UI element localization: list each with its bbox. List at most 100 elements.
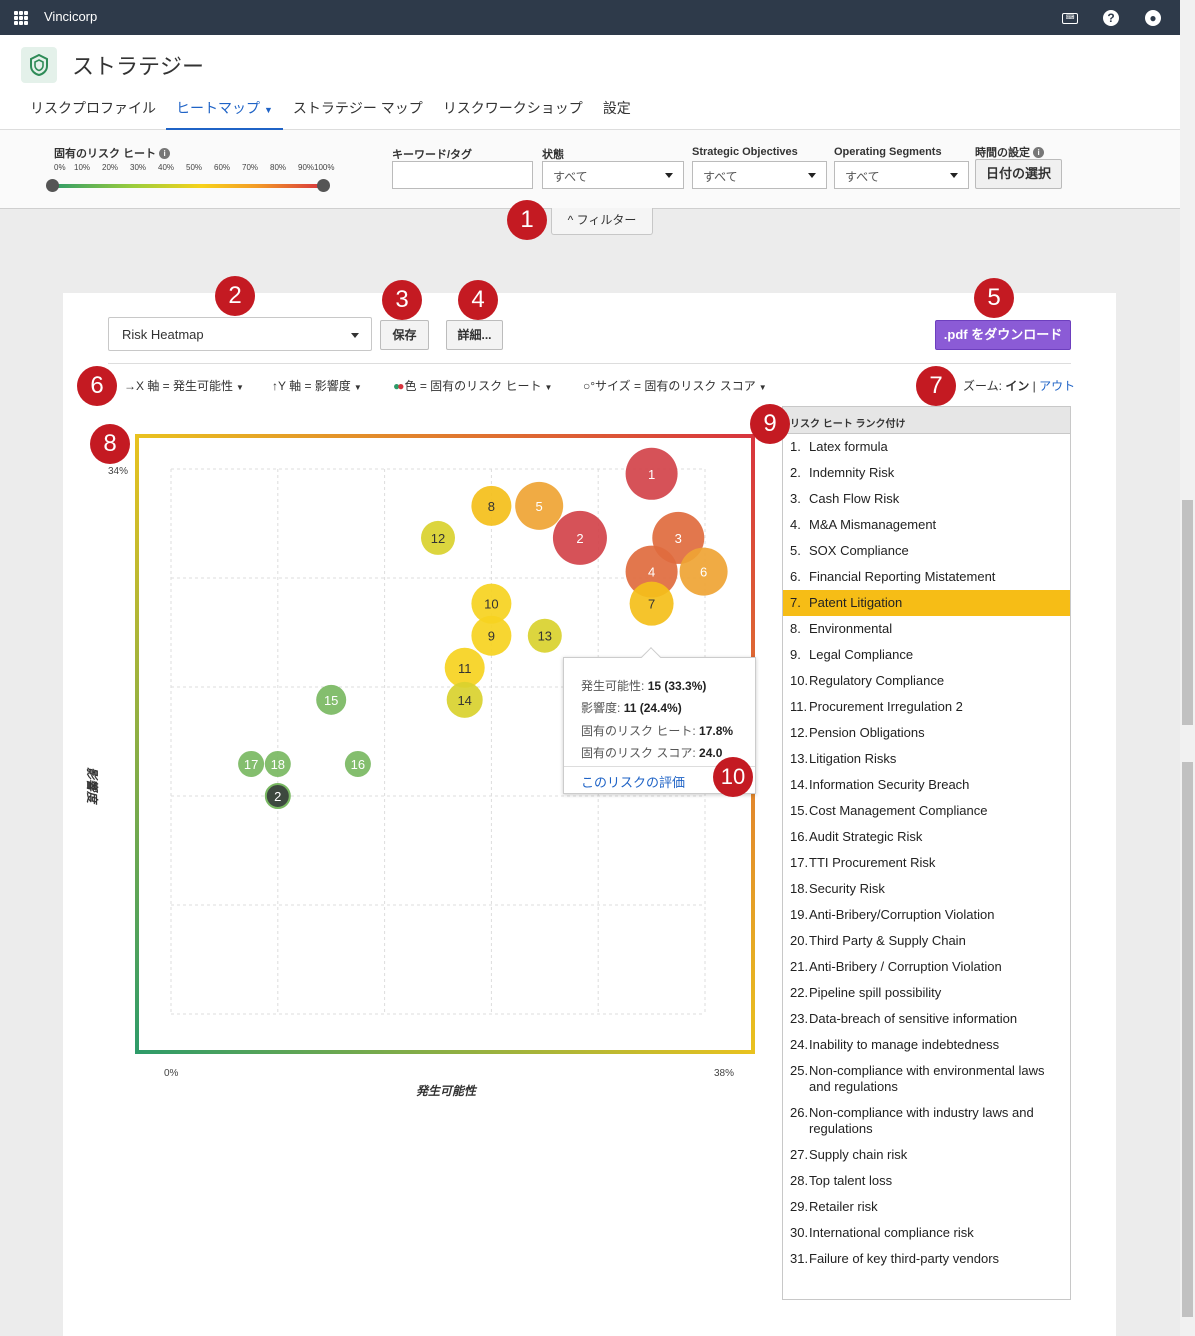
bubble-circle[interactable] bbox=[444, 647, 485, 688]
pdf-download-button[interactable]: .pdf をダウンロード bbox=[935, 320, 1071, 350]
y-axis-menu[interactable]: ↑Y 軸 = 影響度 ▼ bbox=[272, 377, 362, 394]
x-axis-menu[interactable]: →X 軸 = 発生可能性 ▼ bbox=[124, 377, 244, 394]
bubble-circle[interactable] bbox=[238, 750, 265, 777]
ranking-item[interactable]: 31. Failure of key third-party vendors bbox=[783, 1246, 1070, 1272]
zoom-out-link[interactable]: アウト bbox=[1039, 379, 1076, 393]
heat-slider-track[interactable] bbox=[52, 184, 324, 188]
keyboard-icon[interactable]: ⌨ bbox=[1062, 13, 1078, 24]
page-scrollbar[interactable] bbox=[1180, 0, 1195, 1336]
ranking-item[interactable]: 20. Third Party & Supply Chain bbox=[783, 928, 1070, 954]
bubble-circle[interactable] bbox=[471, 485, 512, 526]
risk-bubble[interactable]: 15 bbox=[316, 684, 347, 715]
color-menu[interactable]: ●●色 = 固有のリスク ヒート ▼ bbox=[393, 377, 552, 394]
ranking-item[interactable]: 8. Environmental bbox=[783, 616, 1070, 642]
risk-bubble[interactable]: 6 bbox=[679, 547, 728, 596]
risk-bubble[interactable]: 7 bbox=[629, 581, 674, 626]
bubble-circle[interactable] bbox=[471, 615, 512, 656]
ranking-item[interactable]: 13. Litigation Risks bbox=[783, 746, 1070, 772]
bubble-circle[interactable] bbox=[264, 783, 291, 809]
ranking-item[interactable]: 11. Procurement Irregulation 2 bbox=[783, 694, 1070, 720]
ranking-item[interactable]: 4. M&A Mismanagement bbox=[783, 512, 1070, 538]
bubble-circle[interactable] bbox=[264, 750, 291, 777]
bubble-circle[interactable] bbox=[552, 510, 607, 565]
risk-bubble[interactable]: 8 bbox=[471, 485, 512, 526]
tab-settings[interactable]: 設定 bbox=[593, 97, 641, 130]
ranking-item[interactable]: 23. Data-breach of sensitive information bbox=[783, 1006, 1070, 1032]
date-select-button[interactable]: 日付の選択 bbox=[975, 159, 1062, 189]
ranking-item[interactable]: 5. SOX Compliance bbox=[783, 538, 1070, 564]
risk-bubble[interactable]: 16 bbox=[344, 750, 371, 777]
risk-bubble[interactable]: 14 bbox=[446, 681, 483, 718]
bubble-circle[interactable] bbox=[625, 545, 678, 598]
ranking-item[interactable]: 21. Anti-Bribery / Corruption Violation bbox=[783, 954, 1070, 980]
tab-heatmap[interactable]: ヒートマップ ▼ bbox=[166, 97, 283, 130]
bubble-circle[interactable] bbox=[446, 681, 483, 718]
risk-bubble[interactable]: 18 bbox=[264, 750, 291, 777]
ranking-item[interactable]: 2. Indemnity Risk bbox=[783, 460, 1070, 486]
details-button[interactable]: 詳細... bbox=[446, 320, 503, 350]
ranking-item[interactable]: 24. Inability to manage indebtedness bbox=[783, 1032, 1070, 1058]
bubble-circle[interactable] bbox=[344, 750, 371, 777]
risk-bubble[interactable]: 2 bbox=[552, 510, 607, 565]
risk-bubble[interactable]: 17 bbox=[238, 750, 265, 777]
save-button[interactable]: 保存 bbox=[380, 320, 429, 350]
app-launcher-icon[interactable] bbox=[14, 11, 28, 25]
ranking-item[interactable]: 22. Pipeline spill possibility bbox=[783, 980, 1070, 1006]
tab-strategy-map[interactable]: ストラテジー マップ bbox=[283, 97, 433, 130]
ranking-item[interactable]: 15. Cost Management Compliance bbox=[783, 798, 1070, 824]
ranking-item[interactable]: 17. TTI Procurement Risk bbox=[783, 850, 1070, 876]
scrollbar-thumb[interactable] bbox=[1182, 500, 1193, 725]
bubble-circle[interactable] bbox=[625, 447, 678, 500]
status-select[interactable]: すべて bbox=[542, 161, 684, 189]
bubble-circle[interactable] bbox=[527, 618, 562, 653]
risk-bubble[interactable]: 1 bbox=[625, 447, 678, 500]
risk-bubble[interactable]: 2 bbox=[264, 783, 291, 809]
ranking-item[interactable]: 7. Patent Litigation bbox=[783, 590, 1070, 616]
bubble-circle[interactable] bbox=[421, 520, 455, 555]
risk-bubble[interactable]: 4 bbox=[625, 545, 678, 598]
zoom-in-link[interactable]: イン bbox=[1005, 379, 1030, 393]
ranking-item[interactable]: 30. International compliance risk bbox=[783, 1220, 1070, 1246]
risk-bubble[interactable]: 5 bbox=[515, 481, 564, 530]
strategic-objectives-select[interactable]: すべて bbox=[692, 161, 827, 189]
tab-risk-workshop[interactable]: リスクワークショップ bbox=[433, 97, 593, 130]
user-account-icon[interactable]: ● bbox=[1145, 10, 1161, 26]
size-menu[interactable]: ○°サイズ = 固有のリスク スコア ▼ bbox=[583, 377, 767, 394]
bubble-circle[interactable] bbox=[679, 547, 728, 596]
keyword-input[interactable] bbox=[392, 161, 533, 189]
risk-bubble[interactable]: 10 bbox=[471, 583, 512, 624]
risk-bubble[interactable]: 9 bbox=[471, 615, 512, 656]
heatmap-select[interactable]: Risk Heatmap bbox=[108, 317, 372, 351]
ranking-item[interactable]: 19. Anti-Bribery/Corruption Violation bbox=[783, 902, 1070, 928]
ranking-item[interactable]: 26. Non-compliance with industry laws and… bbox=[783, 1100, 1070, 1142]
bubble-circle[interactable] bbox=[515, 481, 564, 530]
ranking-item[interactable]: 9. Legal Compliance bbox=[783, 642, 1070, 668]
risk-bubble[interactable]: 13 bbox=[527, 618, 562, 653]
ranking-item[interactable]: 14. Information Security Breach bbox=[783, 772, 1070, 798]
ranking-item[interactable]: 1. Latex formula bbox=[783, 434, 1070, 460]
scrollbar-thumb-lower[interactable] bbox=[1182, 762, 1193, 1317]
ranking-item[interactable]: 28. Top talent loss bbox=[783, 1168, 1070, 1194]
operating-segments-select[interactable]: すべて bbox=[834, 161, 969, 189]
bubble-circle[interactable] bbox=[316, 684, 347, 715]
info-icon[interactable]: i bbox=[1033, 147, 1045, 158]
heat-slider-max-handle[interactable] bbox=[317, 179, 330, 192]
bubble-circle[interactable] bbox=[629, 581, 674, 626]
ranking-item[interactable]: 10. Regulatory Compliance bbox=[783, 668, 1070, 694]
ranking-item[interactable]: 27. Supply chain risk bbox=[783, 1142, 1070, 1168]
evaluate-risk-link[interactable]: このリスクの評価 bbox=[581, 775, 686, 790]
bubble-circle[interactable] bbox=[471, 583, 512, 624]
filter-toggle-button[interactable]: ^ フィルター bbox=[551, 208, 653, 235]
ranking-item[interactable]: 29. Retailer risk bbox=[783, 1194, 1070, 1220]
ranking-item[interactable]: 3. Cash Flow Risk bbox=[783, 486, 1070, 512]
ranking-item[interactable]: 18. Security Risk bbox=[783, 876, 1070, 902]
help-icon[interactable]: ? bbox=[1103, 10, 1119, 26]
ranking-item[interactable]: 16. Audit Strategic Risk bbox=[783, 824, 1070, 850]
risk-bubble[interactable]: 12 bbox=[421, 520, 455, 555]
ranking-item[interactable]: 6. Financial Reporting Mistatement bbox=[783, 564, 1070, 590]
ranking-item[interactable]: 25. Non-compliance with environmental law… bbox=[783, 1058, 1070, 1100]
tab-risk-profile[interactable]: リスクプロファイル bbox=[20, 97, 166, 130]
risk-bubble[interactable]: 11 bbox=[444, 647, 485, 688]
heat-slider-min-handle[interactable] bbox=[46, 179, 59, 192]
info-icon[interactable]: i bbox=[159, 148, 171, 159]
